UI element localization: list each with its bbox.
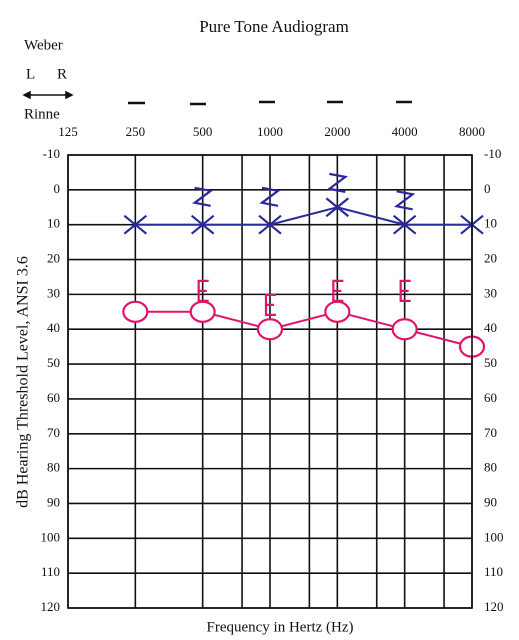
y-tick-label-right: 50 [484,355,497,370]
y-tick-label: 0 [54,181,61,196]
y-tick-label-right: 30 [484,285,497,300]
x-tick-label: 500 [193,124,213,139]
air-o-marker [256,318,284,341]
y-tick-label-right: 0 [484,181,491,196]
y-tick-label: 100 [41,529,61,544]
air-x-marker [392,214,417,235]
bone-marker [264,293,276,316]
y-tick-label-right: 20 [484,251,497,266]
bone-marker [394,190,416,211]
y-tick-label: 40 [47,320,60,335]
air-o-marker [391,318,418,341]
y-tick-label: 20 [47,251,60,266]
weber-label: Weber [24,37,63,53]
bone-marker [197,279,209,302]
rinne-label: Rinne [24,106,60,122]
y-tick-label-right: 80 [484,460,497,475]
series-line [135,206,472,226]
air-o-marker [324,300,351,323]
x-axis-label: Frequency in Hertz (Hz) [206,619,353,635]
y-tick-label-right: 60 [484,390,497,405]
y-tick-label: 10 [47,216,60,231]
y-tick-label-right: -10 [484,146,501,161]
y-tick-label: 70 [47,425,60,440]
bone-marker [326,172,348,193]
air-x-marker [123,214,148,235]
air-o-marker [189,300,216,323]
air-x-marker [190,214,215,235]
left-label: L [26,66,35,82]
y-tick-label-right: 90 [484,494,497,509]
air-x-marker [258,214,282,235]
y-tick-label: 120 [41,599,61,614]
plot-frame [67,154,473,609]
x-tick-label: 125 [58,124,78,139]
y-tick-label-right: 70 [484,425,497,440]
bone-marker [399,279,411,302]
x-tick-label: 2000 [324,124,350,139]
y-tick-label-right: 10 [484,216,497,231]
y-tick-label: 110 [41,564,60,579]
y-tick-label: -10 [43,146,60,161]
x-tick-label: 1000 [257,124,283,139]
y-tick-label: 80 [47,460,60,475]
weber-dashes [128,100,412,106]
y-tick-label-right: 100 [484,529,504,544]
bone-marker [332,279,344,302]
bone-marker [192,186,214,207]
y-tick-label-right: 40 [484,320,497,335]
lr-arrow [22,90,74,100]
y-tick-label-right: 110 [484,564,503,579]
air-x-marker [325,197,350,218]
x-tick-label: 250 [126,124,146,139]
y-axis-label: dB Hearing Threshold Level, ANSI 3.6 [15,256,32,508]
bone-marker [259,186,281,207]
air-o-marker [122,300,149,323]
y-tick-label-right: 120 [484,599,504,614]
x-tick-label: 8000 [459,124,485,139]
y-tick-label: 50 [47,355,60,370]
x-tick-label: 4000 [392,124,418,139]
y-tick-label: 60 [47,390,60,405]
chart-title: Pure Tone Audiogram [199,17,349,36]
y-tick-label: 90 [47,494,60,509]
y-tick-label: 30 [47,285,60,300]
right-label: R [57,66,67,82]
